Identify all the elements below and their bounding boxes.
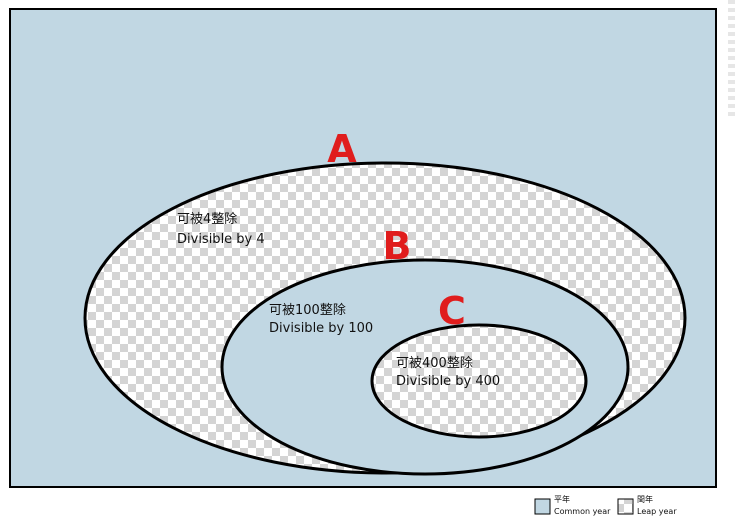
legend-common-en: Common year — [554, 507, 611, 516]
set-c-label-zh: 可被400整除 — [396, 356, 473, 371]
legend-leap-zh: 閏年 — [637, 494, 653, 504]
set-a-letter: A — [327, 127, 357, 171]
legend-leap-en: Leap year — [637, 507, 677, 516]
legend: 平年 Common year 閏年 Leap year — [534, 494, 677, 516]
set-b-label-en: Divisible by 100 — [269, 321, 373, 336]
edge-decoration — [728, 0, 735, 120]
legend-common-zh: 平年 — [554, 494, 570, 504]
set-c-label-en: Divisible by 400 — [396, 374, 500, 389]
legend-leap-swatch — [617, 498, 634, 515]
set-a-label-en: Divisible by 4 — [177, 232, 265, 247]
set-a-label-zh: 可被4整除 — [177, 212, 237, 227]
legend-common-swatch — [534, 498, 551, 515]
set-b-label-zh: 可被100整除 — [269, 303, 346, 318]
set-c-ellipse — [370, 323, 588, 439]
set-b-letter: B — [383, 224, 412, 268]
set-c-letter: C — [438, 289, 466, 333]
